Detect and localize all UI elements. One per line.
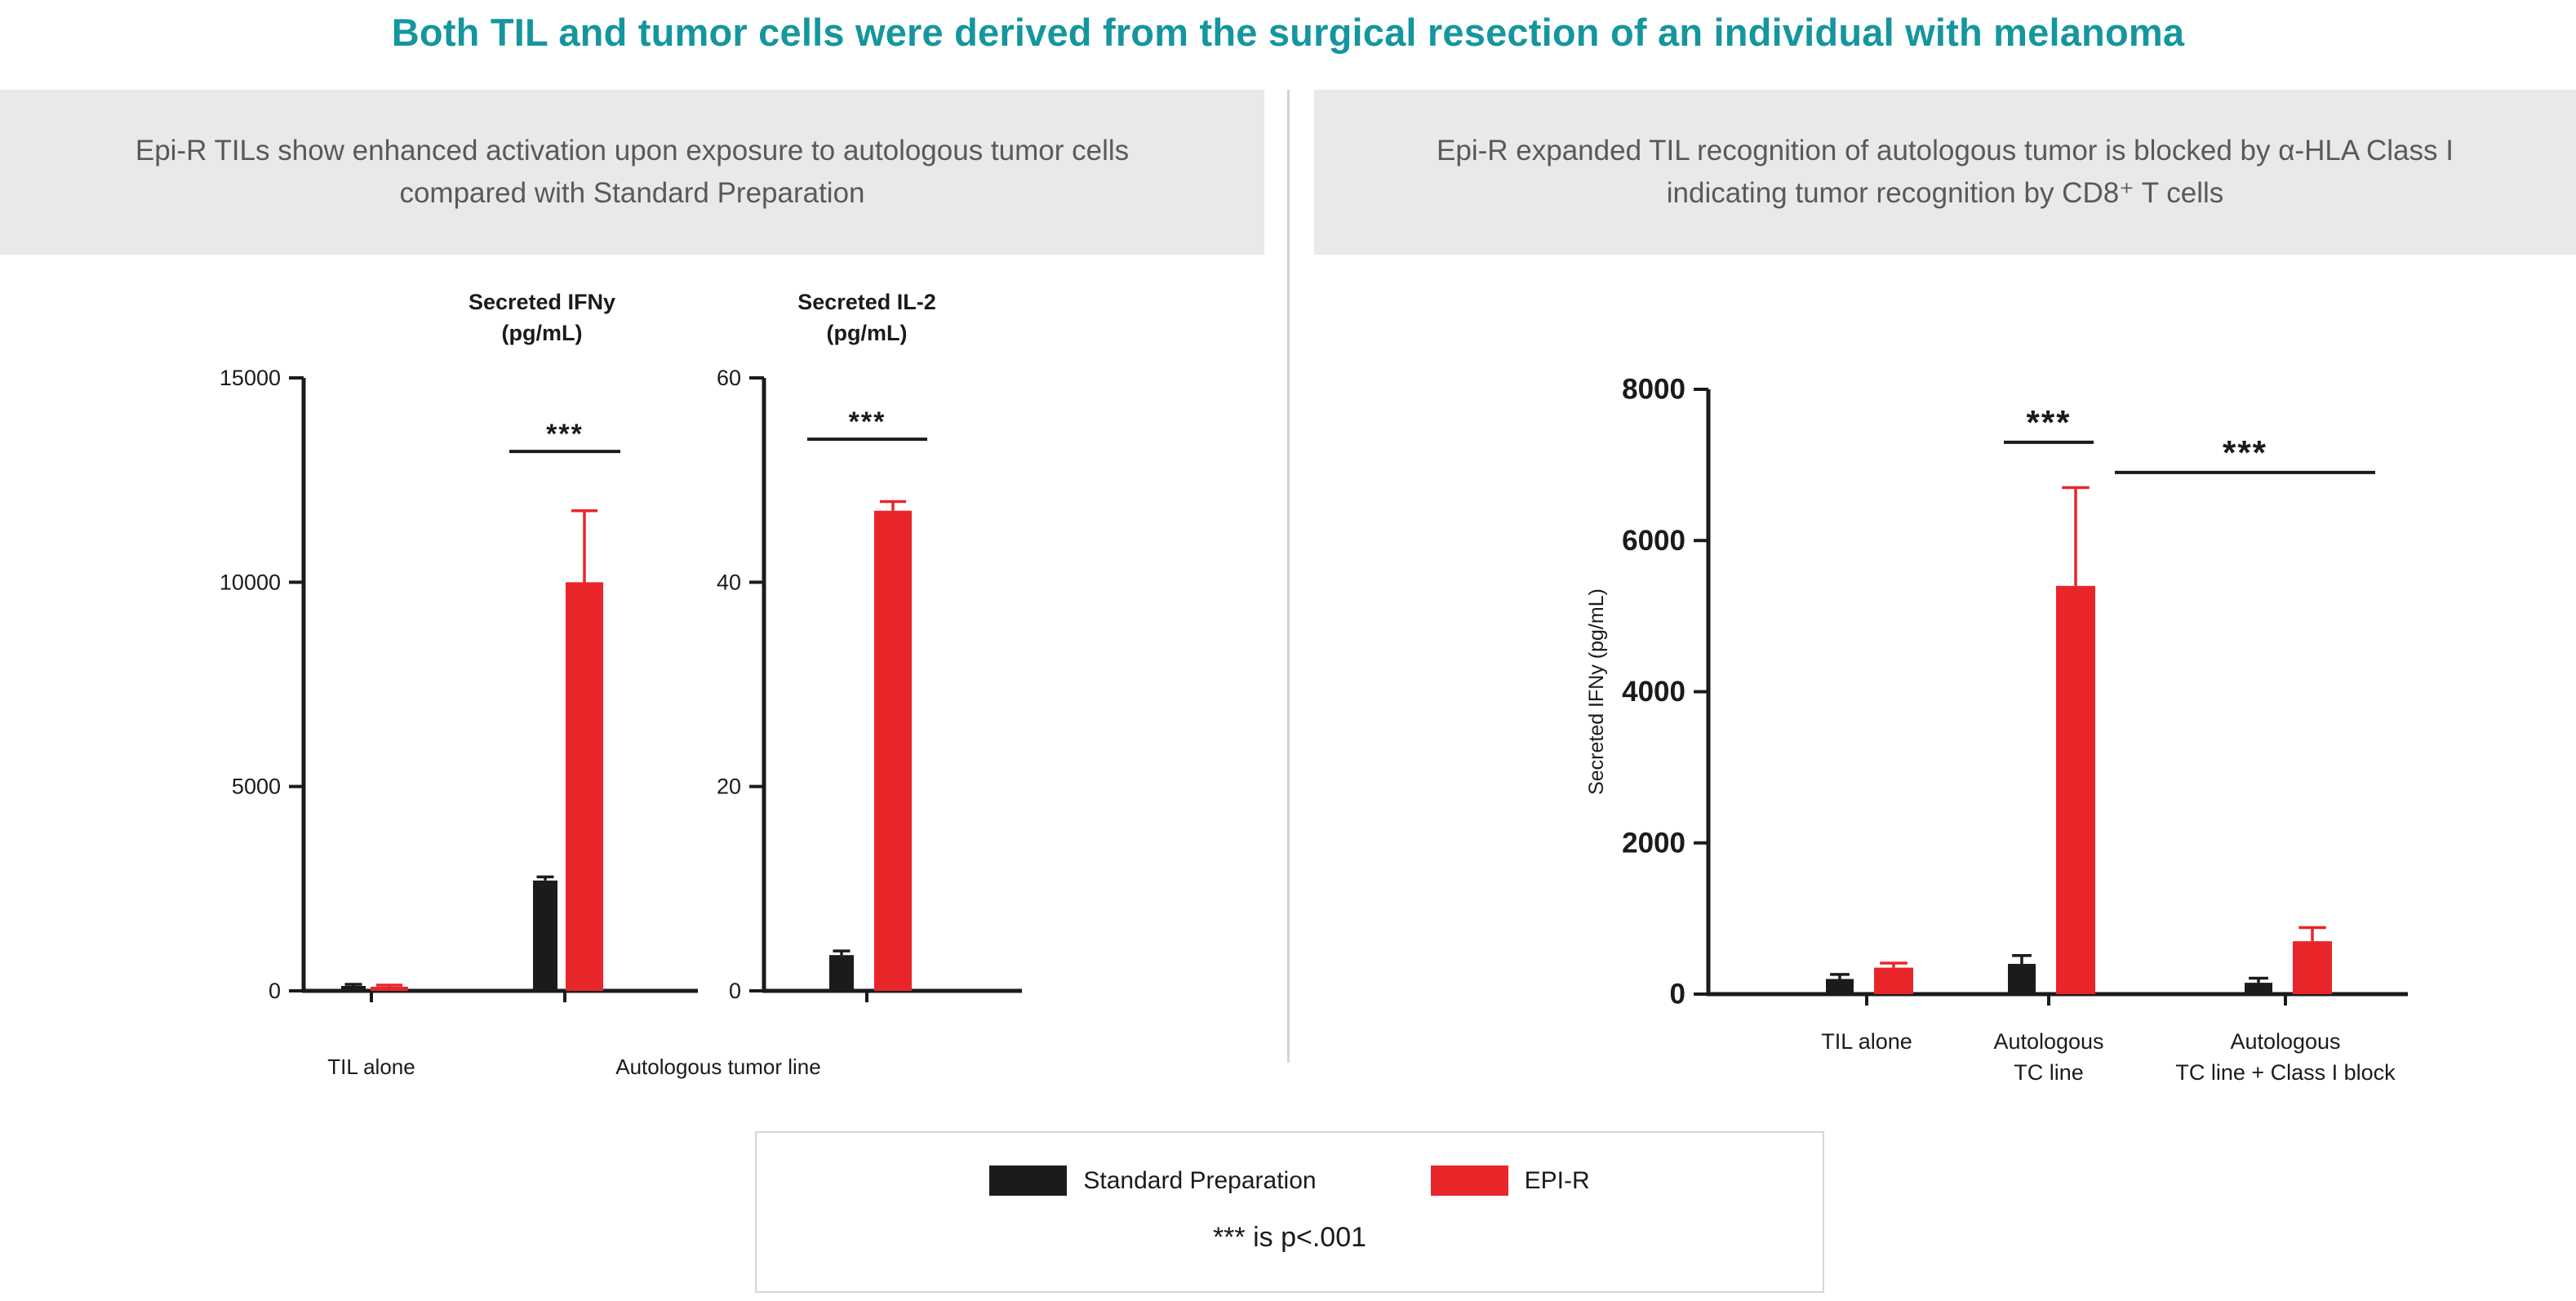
bar-standard-preparation-group-2 <box>2245 983 2272 994</box>
significance-stars: *** <box>2223 433 2267 472</box>
x-label-til-alone-right: TIL alone <box>1821 1029 1912 1054</box>
y-tick-label: 0 <box>729 979 741 1003</box>
chart-title-line: (pg/mL) <box>501 320 583 345</box>
bar-standard-preparation-group-1 <box>533 880 557 991</box>
secreted-il2-left-chart: 0 20 40 60 *** <box>717 366 1022 1003</box>
panel-divider <box>1287 90 1290 1063</box>
chart-title-line: (pg/mL) <box>826 320 908 345</box>
significance-stars: *** <box>546 419 584 450</box>
bar-standard-preparation-group-1 <box>2008 963 2036 994</box>
bar-epi-r-group-1 <box>566 582 603 991</box>
y-tick-label: 4000 <box>1622 676 1686 708</box>
x-label-autologous-tc-line: Autologous TC line <box>1993 1029 2104 1085</box>
left-panel-header-text: Epi-R TILs show enhanced activation upon… <box>135 134 1130 210</box>
right-panel-header: Epi-R expanded TIL recognition of autolo… <box>1314 90 2576 255</box>
bar-epi-r-group-0 <box>371 986 408 991</box>
y-tick-label: 40 <box>717 570 741 594</box>
legend: Standard Preparation EPI-R *** is p<.001 <box>755 1131 1824 1293</box>
y-tick-label: 6000 <box>1622 525 1686 557</box>
legend-row: Standard Preparation EPI-R <box>757 1166 1823 1196</box>
chart-title-secreted-il2: Secreted IL-2 (pg/mL) <box>704 287 1030 349</box>
y-tick-label: 2000 <box>1622 827 1686 859</box>
y-tick-label: 0 <box>1670 979 1686 1010</box>
bar-epi-r-group-1 <box>2056 585 2095 994</box>
y-tick-label: 5000 <box>232 775 281 799</box>
significance-stars: *** <box>2026 403 2071 442</box>
right-panel-header-text: Epi-R expanded TIL recognition of autolo… <box>1437 134 2454 210</box>
bar-standard-preparation-group-0 <box>829 955 854 991</box>
bar-standard-preparation-group-0 <box>1826 979 1854 994</box>
secreted-ifny-right-chart: 0 2000 4000 6000 8000 *** *** Secreted IFNy (pg… <box>1585 374 2408 1010</box>
page-title: Both TIL and tumor cells were derived fr… <box>391 11 2185 54</box>
chart-title-line: Secreted IFNy <box>468 290 616 314</box>
legend-label-epi-r: EPI-R <box>1524 1166 1590 1194</box>
y-tick-label: 0 <box>269 979 281 1003</box>
legend-label-standard-preparation: Standard Preparation <box>1083 1166 1317 1194</box>
bar-standard-preparation-group-0 <box>341 985 366 991</box>
chart-title-line: Secreted IL-2 <box>797 290 936 314</box>
y-tick-label: 8000 <box>1622 374 1686 406</box>
y-tick-label: 60 <box>717 366 741 390</box>
y-tick-label: 15000 <box>220 366 281 390</box>
significance-note: *** is p<.001 <box>1212 1222 1367 1253</box>
secreted-ifny-left-chart: 0 5000 10000 15000 *** <box>220 366 698 1003</box>
bar-epi-r-group-0 <box>874 510 912 991</box>
x-label-autologous-tumor-line: Autologous tumor line <box>615 1055 821 1079</box>
x-label-autologous-tc-line-class-i-block: Autologous TC line + Class I block <box>2175 1029 2396 1085</box>
chart-title-secreted-ifny: Secreted IFNy (pg/mL) <box>379 287 705 349</box>
x-label-til-alone: TIL alone <box>327 1055 415 1079</box>
legend-swatch-epi-r <box>1430 1166 1508 1196</box>
y-tick-label: 20 <box>717 775 741 799</box>
left-panel-header: Epi-R TILs show enhanced activation upon… <box>0 90 1264 255</box>
legend-swatch-standard-preparation <box>989 1166 1068 1196</box>
y-tick-label: 10000 <box>220 570 281 594</box>
bar-epi-r-group-0 <box>1874 967 1913 994</box>
bar-epi-r-group-2 <box>2293 941 2332 994</box>
significance-stars: *** <box>849 406 886 437</box>
y-axis-label: Secreted IFNy (pg/mL) <box>1585 588 1608 795</box>
